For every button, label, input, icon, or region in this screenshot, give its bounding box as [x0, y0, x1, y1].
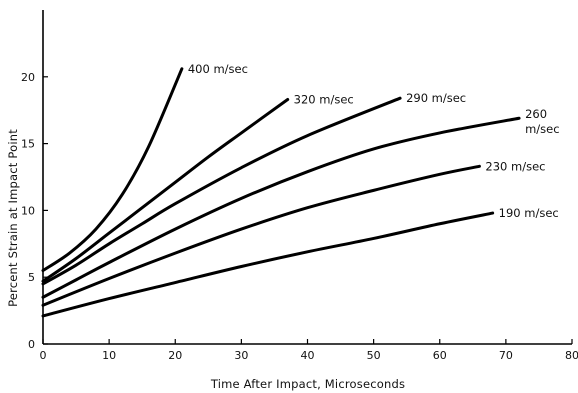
x-tick-label-60: 60: [433, 349, 447, 362]
series-label-260-m-sec: 260 m/sec: [525, 107, 559, 136]
y-tick-label-10: 10: [21, 204, 35, 217]
x-tick-label-70: 70: [499, 349, 513, 362]
tick-labels: 0 10 20 30 40 50 60 70 80 0 5 10 15 20: [21, 71, 578, 362]
x-tick-label-30: 30: [234, 349, 248, 362]
y-axis-title: Percent Strain at Impact Point: [6, 129, 20, 307]
series-label-190-m-sec: 190 m/sec: [499, 206, 559, 220]
series-labels: 400 m/sec 320 m/sec 290 m/sec 260 m/sec 230 m…: [188, 62, 560, 220]
x-tick-label-80: 80: [565, 349, 578, 362]
series-line-290-m-sec: [41, 96, 402, 286]
series-line-320-m-sec: [41, 98, 290, 283]
x-tick-label-20: 20: [168, 349, 182, 362]
x-tick-label-40: 40: [301, 349, 315, 362]
series-line-190-m-sec: [41, 211, 495, 318]
series-label-320-m-sec: 320 m/sec: [294, 93, 354, 107]
y-tick-label-0: 0: [28, 338, 35, 351]
series-label-290-m-sec: 290 m/sec: [406, 91, 466, 105]
x-axis-title: Time After Impact, Microseconds: [210, 377, 405, 391]
y-tick-label-15: 15: [21, 138, 35, 151]
series-line-260-m-sec: [41, 116, 521, 299]
series-lines: [41, 67, 521, 318]
x-tick-label-0: 0: [40, 349, 47, 362]
series-line-400-m-sec: [41, 67, 184, 273]
x-tick-label-50: 50: [367, 349, 381, 362]
y-tick-label-5: 5: [28, 271, 35, 284]
series-label-400-m-sec: 400 m/sec: [188, 62, 248, 76]
series-line-230-m-sec: [41, 164, 481, 307]
y-tick-label-20: 20: [21, 71, 35, 84]
x-tick-label-10: 10: [102, 349, 116, 362]
tick-marks: [42, 76, 573, 345]
series-label-230-m-sec: 230 m/sec: [485, 159, 545, 173]
